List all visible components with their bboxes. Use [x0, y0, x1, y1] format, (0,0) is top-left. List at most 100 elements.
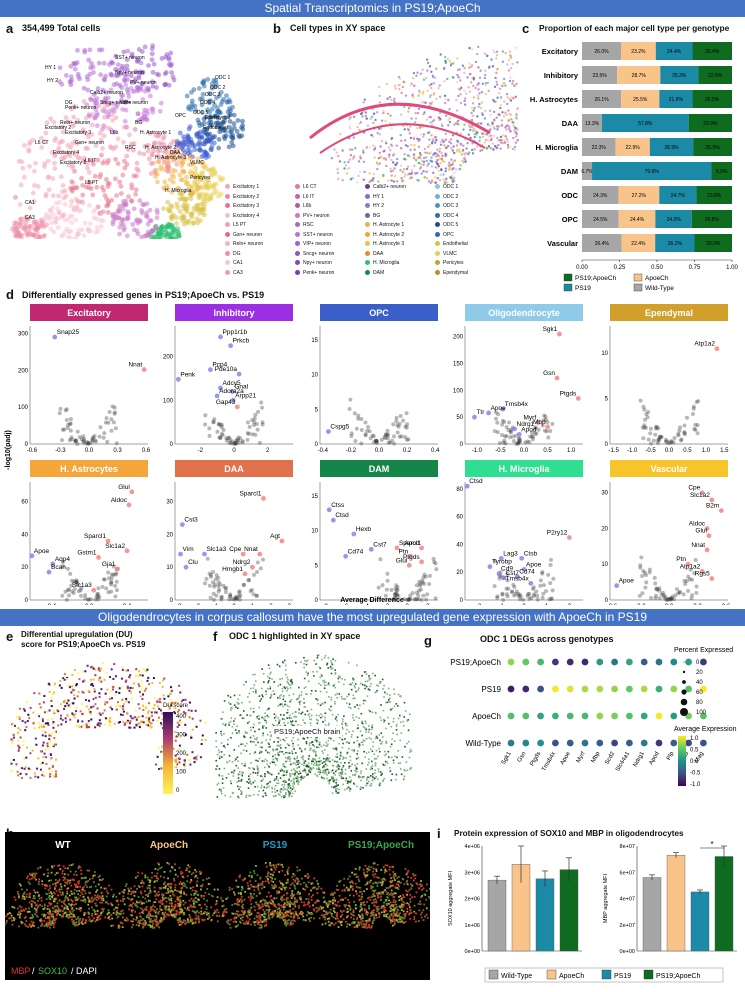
cell-point [410, 143, 413, 147]
odc-pixel [344, 722, 347, 725]
umap-point [58, 174, 64, 180]
odc-pixel [292, 745, 294, 748]
du-pixel [200, 743, 203, 746]
du-pixel [188, 701, 191, 704]
du-pixel [73, 697, 76, 700]
odc-pixel [295, 770, 297, 773]
y-tick-label: 20 [601, 526, 608, 532]
du-pixel [52, 745, 55, 748]
umap-point [105, 210, 111, 215]
odc-pixel [334, 686, 337, 689]
segment-label: 24.4% [667, 49, 682, 55]
odc-pixel [353, 741, 355, 744]
gene-label: Atp1a2 [694, 341, 715, 348]
x-tick-label: 0.4 [123, 604, 132, 605]
gene-point [503, 434, 508, 439]
odc-pixel [399, 762, 402, 764]
cell-point [453, 151, 456, 155]
odc-pixel [355, 716, 358, 718]
odc-pixel [300, 778, 303, 780]
gene-point [644, 412, 649, 417]
umap-point [203, 114, 209, 120]
odc-pixel [396, 705, 399, 707]
gene-point [508, 435, 513, 440]
cell-point [478, 76, 482, 80]
du-pixel [161, 718, 164, 721]
cell-point [400, 91, 403, 95]
odc-pixel [355, 690, 357, 693]
du-pixel [66, 676, 69, 679]
odc-pixel [283, 794, 286, 797]
cell-point [445, 114, 448, 117]
umap-point [54, 200, 59, 206]
umap-label: ODC 5 [193, 110, 209, 116]
gene-point [432, 560, 437, 565]
umap-point [198, 218, 203, 224]
gene-point [216, 584, 221, 589]
stacked-bar-segment [582, 186, 619, 204]
gene-point [218, 435, 223, 440]
du-pixel [85, 726, 88, 729]
umap-label: ODC 3 [205, 92, 221, 98]
odc-pixel [293, 768, 295, 770]
gene-point [682, 430, 687, 435]
legend-swatch [295, 231, 300, 237]
cell-point [484, 81, 487, 85]
odc-pixel [287, 784, 289, 787]
odc-pixel [377, 770, 380, 773]
odc-pixel [373, 778, 375, 781]
cell-point [508, 50, 512, 54]
du-pixel [108, 719, 111, 722]
odc-pixel [276, 789, 279, 792]
du-pixel [137, 683, 140, 686]
gene-label: Mbp [533, 419, 546, 426]
cell-point [420, 162, 423, 166]
odc-pixel [310, 741, 313, 744]
cell-point [437, 169, 441, 172]
cell-point [502, 115, 506, 118]
segment-label: 28.9% [664, 145, 679, 151]
odc-pixel [321, 703, 323, 705]
odc-pixel [404, 745, 406, 748]
umap-point [178, 177, 184, 183]
umap-point [131, 206, 137, 212]
gene-point-highlight [554, 375, 560, 381]
gene-point [546, 572, 551, 577]
du-pixel [156, 700, 159, 703]
odc-pixel [341, 777, 343, 780]
gene-point [540, 570, 545, 575]
stacked-bar-segment [655, 42, 693, 60]
du-pixel [23, 757, 26, 760]
cell-point [434, 76, 437, 80]
umap-point [150, 83, 156, 89]
cell-point [455, 109, 459, 112]
odc-pixel [288, 705, 291, 708]
gene-label: Apoe [491, 405, 507, 412]
odc-pixel [346, 782, 349, 784]
umap-point [98, 224, 104, 230]
du-pixel [169, 686, 172, 689]
cell-point [378, 151, 381, 154]
cell-point [501, 60, 505, 64]
odc-pixel [220, 718, 222, 720]
odc-pixel [370, 760, 373, 763]
gene-point-highlight [141, 367, 147, 372]
gene-point [397, 421, 402, 426]
odc-pixel [362, 702, 365, 705]
du-pixel [50, 699, 53, 702]
cell-point [463, 66, 466, 70]
cell-point [469, 128, 472, 132]
cell-point [430, 156, 433, 159]
odc-pixel [300, 712, 303, 715]
cell-point [376, 167, 379, 171]
odc-pixel [266, 751, 269, 754]
umap-point [218, 126, 224, 132]
x-tick-label: -3 [176, 604, 182, 605]
gene-point [645, 415, 650, 420]
umap-point [196, 86, 202, 91]
odc-pixel [298, 766, 300, 768]
odc-pixel [372, 776, 374, 779]
cell-point [468, 72, 472, 76]
gene-point [651, 438, 656, 443]
umap-point [65, 234, 71, 239]
